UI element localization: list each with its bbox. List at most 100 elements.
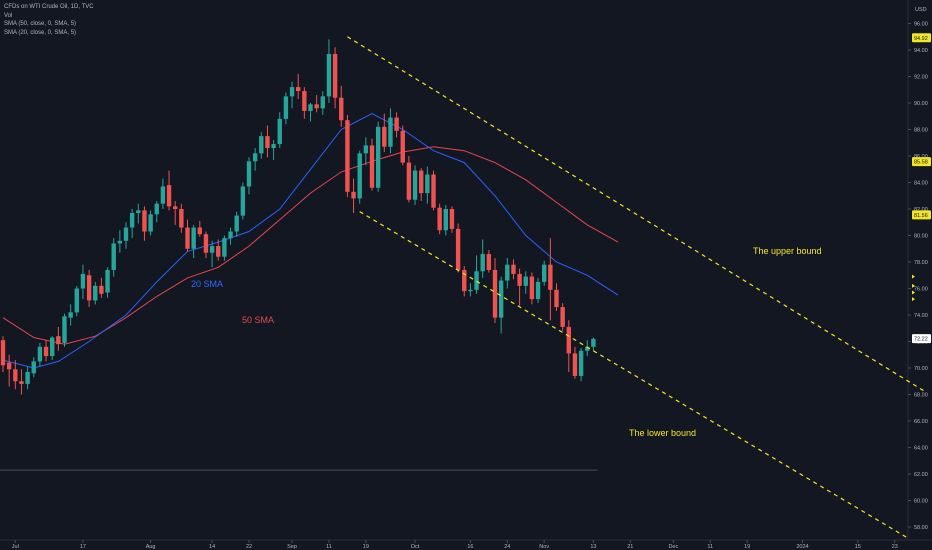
candles (0, 39, 596, 395)
candle-body (357, 153, 362, 199)
candle (37, 342, 43, 367)
channel-upper-line (347, 36, 926, 393)
price-tag-label: 81.56 (914, 213, 928, 219)
candle (234, 211, 239, 237)
candle-body (80, 273, 86, 289)
legend-sma20[interactable]: SMA (20, close, 0, SMA, 5) (4, 29, 77, 36)
candle-body (86, 275, 92, 301)
candle-body (585, 346, 590, 351)
candle-body (289, 87, 295, 97)
x-tick-label: Sep (287, 544, 297, 550)
candle (252, 148, 258, 171)
x-tick-label: 16 (467, 544, 473, 550)
candle (406, 156, 412, 203)
candle (468, 283, 473, 297)
candle-body (486, 254, 492, 270)
price-tags: 94.92 85.58 81.56 72.22 (912, 33, 931, 344)
candle (246, 157, 252, 195)
candle (554, 283, 559, 312)
candle-body (449, 209, 455, 229)
candle (271, 140, 276, 160)
candle (542, 260, 547, 286)
x-tick-label: Dec (668, 544, 678, 550)
candle-body (296, 87, 301, 92)
trend-channel[interactable] (347, 36, 926, 539)
candle-body (320, 96, 325, 109)
candle-body (375, 126, 381, 188)
x-tick-label: 2024 (796, 544, 808, 550)
candle-body (99, 285, 104, 294)
candle (148, 210, 153, 236)
candle-body (406, 162, 412, 200)
y-tick-label: 58.00 (914, 525, 928, 531)
candle-body (431, 174, 436, 208)
candle-body (339, 97, 344, 121)
time-axis[interactable]: Jul 17 Aug 14 22 Sep 11 19 Oct 16 24 Nov 13 21 Dec 11 19… (12, 540, 898, 550)
x-tick-label: 21 (627, 544, 633, 550)
candle-body (179, 209, 184, 228)
candle-body (13, 369, 18, 382)
candle-body (474, 271, 479, 290)
candle-body (123, 227, 129, 241)
candle-body (166, 185, 172, 207)
candle-body (259, 136, 264, 154)
candle (585, 340, 590, 357)
candle-body (492, 269, 498, 318)
y-tick-label: 92.00 (914, 75, 928, 81)
candle (425, 166, 430, 204)
candle-body (240, 186, 246, 216)
candle-body (222, 238, 227, 257)
candle-body (191, 227, 196, 249)
candle (117, 230, 123, 253)
candle (136, 203, 141, 224)
candle-body (412, 170, 418, 200)
candle (13, 360, 18, 390)
y-tick-label: 82.00 (914, 207, 928, 213)
candle-body (369, 145, 375, 188)
candle (283, 92, 289, 125)
candle-body (332, 53, 338, 98)
candle-body (480, 254, 485, 272)
x-tick-label: Jul (12, 544, 19, 550)
candle (154, 201, 159, 223)
candle-body (246, 161, 252, 187)
candle-body (0, 340, 6, 366)
candle (19, 369, 24, 395)
candle-body (382, 126, 387, 147)
candle (0, 336, 6, 372)
candle-body (197, 227, 202, 235)
candle (289, 81, 295, 109)
candle-body (62, 316, 67, 343)
price-tag (912, 33, 931, 43)
candle (314, 95, 319, 113)
candle-body (554, 289, 559, 308)
x-tick-label: 11 (326, 544, 332, 550)
candle-body (265, 136, 270, 149)
candle (185, 219, 190, 252)
legend-vol[interactable]: Vol (4, 12, 13, 19)
candle-body (443, 209, 448, 231)
candle (462, 265, 467, 297)
price-axis[interactable]: 58.0060.0062.0064.0066.0068.0070.0072.00… (908, 22, 928, 532)
x-tick-label: 23 (892, 544, 898, 550)
candle (388, 108, 393, 154)
candle-body (345, 120, 350, 192)
x-tick-label: 24 (504, 544, 510, 550)
legend-symbol[interactable]: CFDs on WTI Crude Oil, 1D, TVC (4, 4, 94, 10)
legend-sma50[interactable]: SMA (50, close, 0, SMA, 5) (4, 21, 77, 27)
candle-body (419, 170, 424, 194)
candle (203, 231, 209, 259)
candle (99, 277, 104, 298)
candle-body (468, 289, 473, 292)
candle-body (50, 337, 55, 357)
y-tick-label: 68.00 (914, 393, 928, 399)
candle (449, 206, 455, 233)
y-tick-label: 94.00 (914, 48, 928, 54)
y-tick-label: 74.00 (914, 313, 928, 319)
candle-body (111, 243, 116, 270)
candle-body (542, 264, 547, 282)
candle (511, 259, 516, 280)
candle (296, 73, 301, 100)
candle-body (591, 338, 596, 347)
